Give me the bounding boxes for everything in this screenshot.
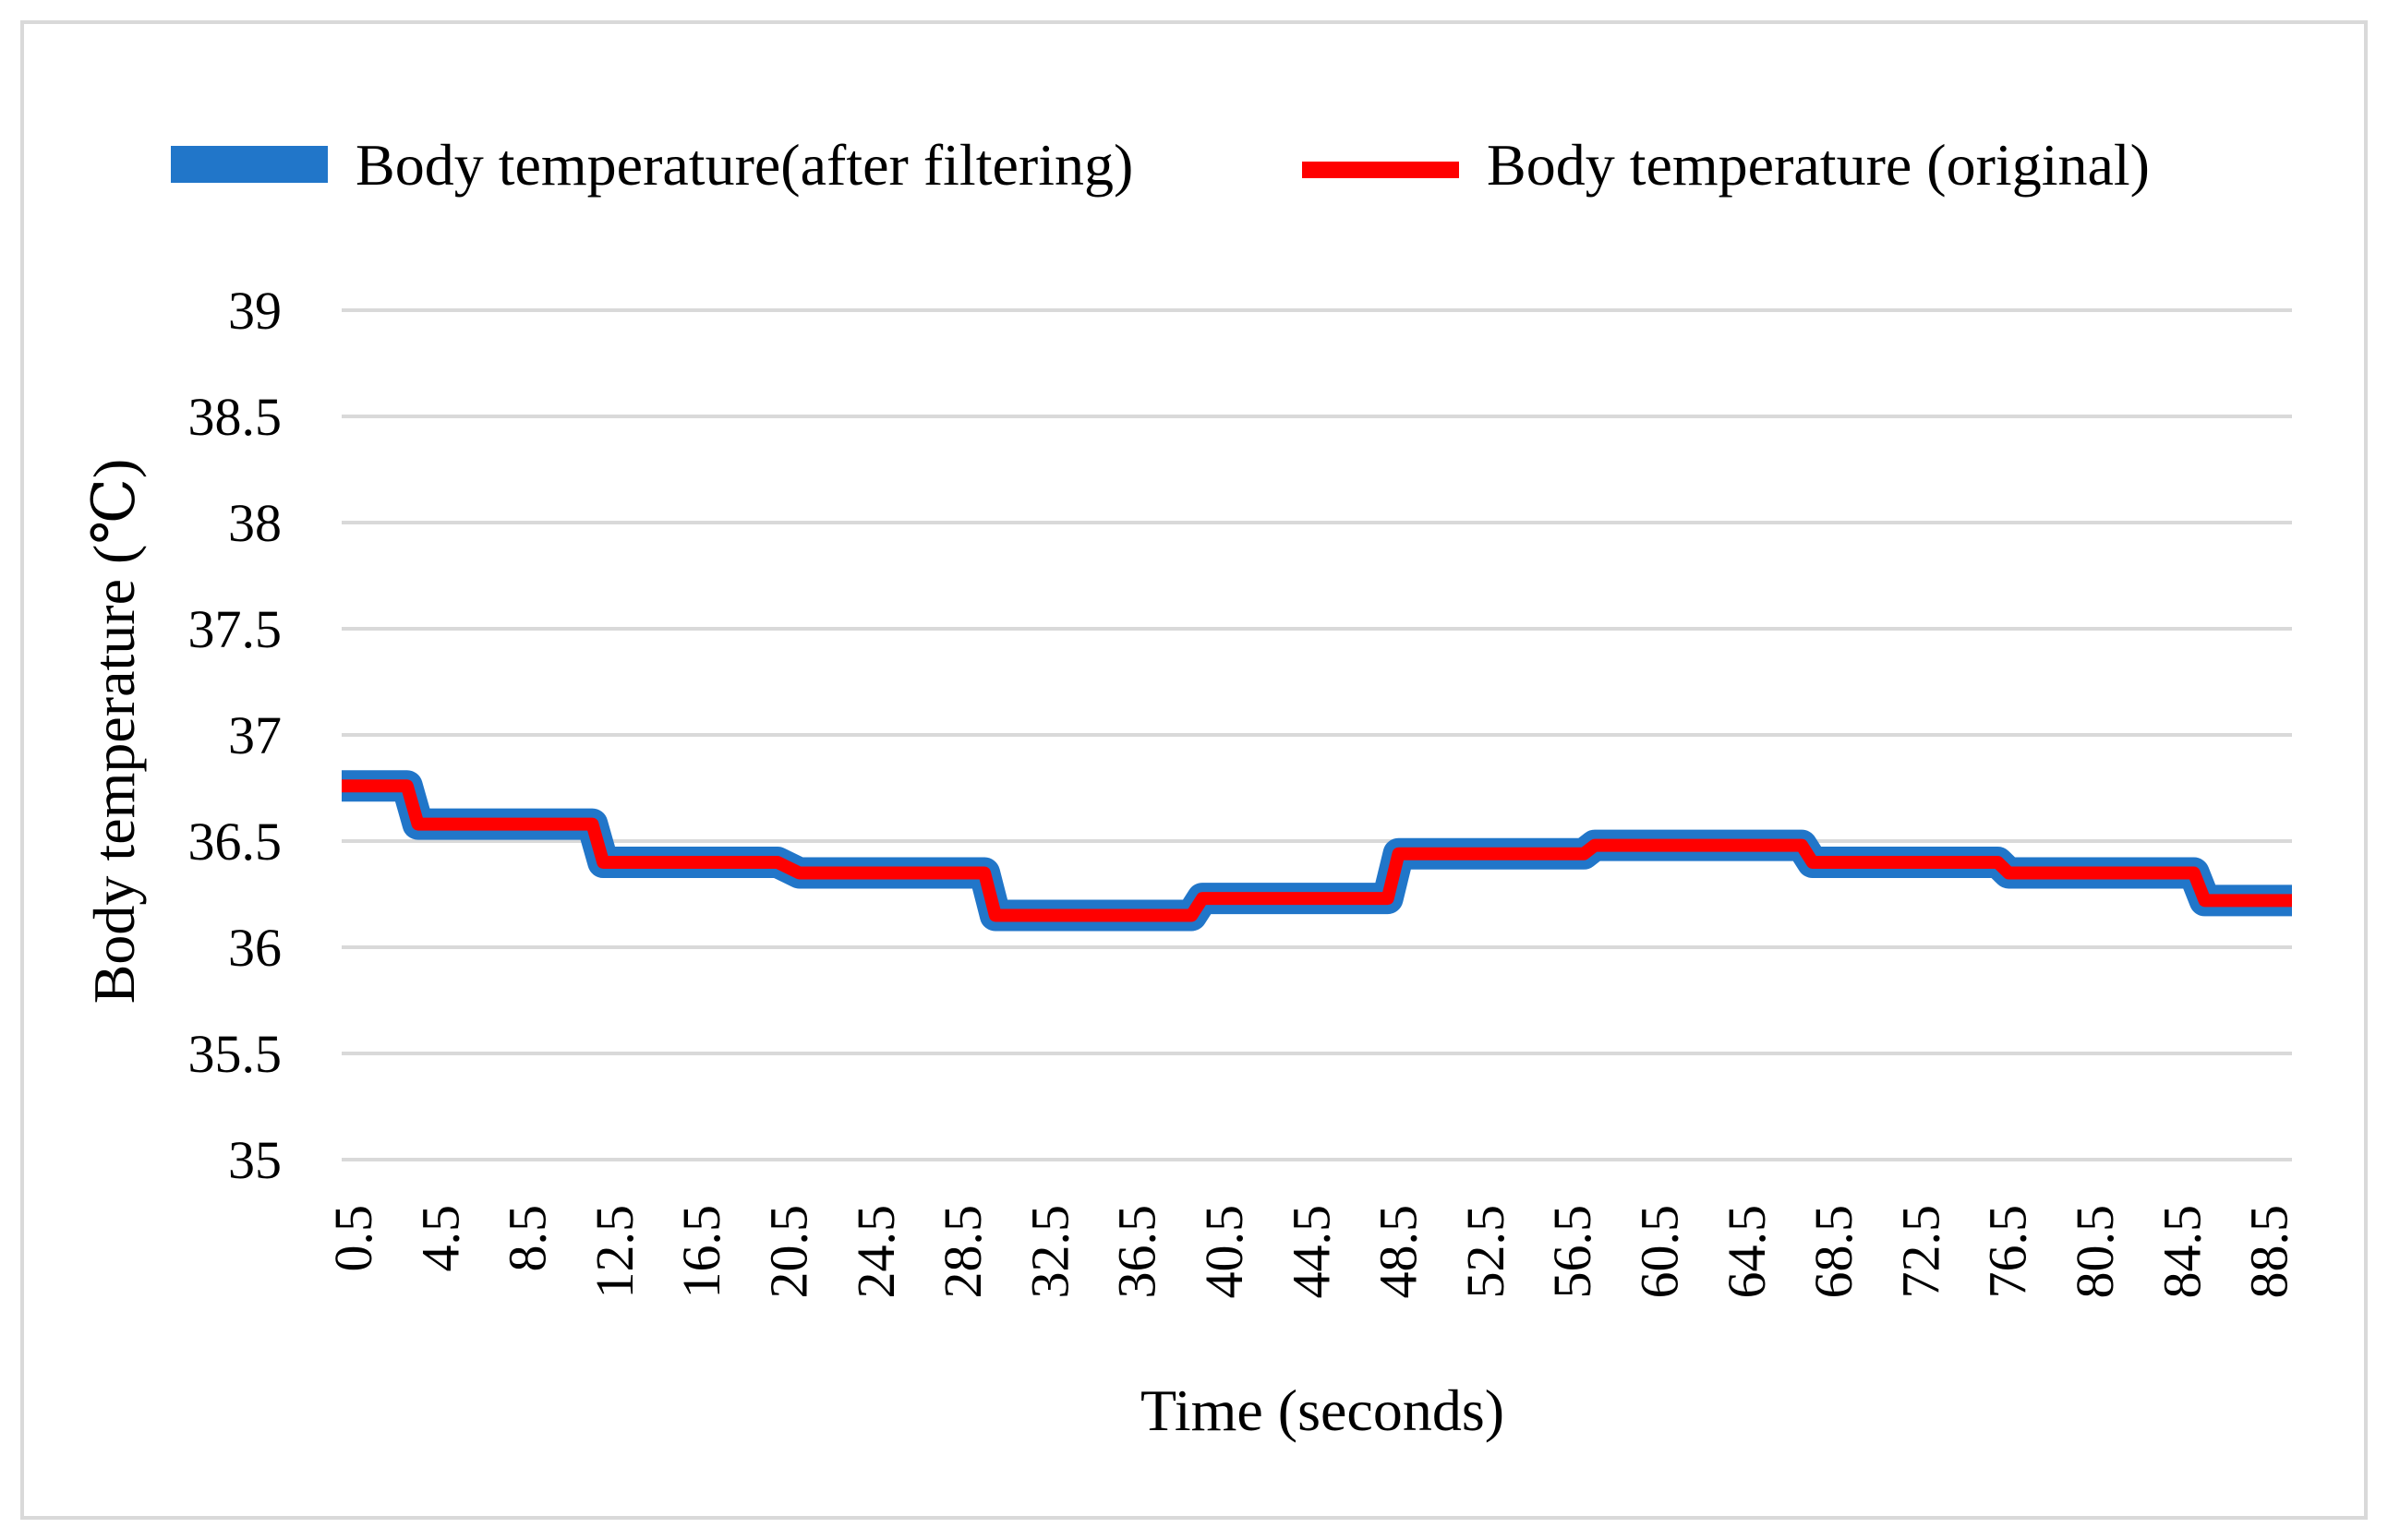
x-tick-label: 0.5 [323,1205,383,1272]
x-tick-label: 60.5 [1630,1205,1690,1299]
x-tick-label: 32.5 [1019,1205,1079,1299]
x-tick-label: 84.5 [2152,1205,2212,1299]
y-tick-label: 38 [228,493,282,553]
x-tick-label: 68.5 [1803,1205,1863,1299]
x-tick-label: 20.5 [759,1205,819,1299]
y-tick-label: 38.5 [188,387,283,447]
x-tick-label: 72.5 [1890,1205,1950,1299]
y-tick-label: 36.5 [188,812,283,872]
series-line-original [342,779,2292,922]
legend-label-original: Body temperature (original) [1487,132,2150,198]
y-tick-label: 37 [228,705,282,765]
series-lines [342,770,2292,932]
x-tick-label: 52.5 [1455,1205,1515,1299]
y-tick-label: 39 [228,281,282,341]
x-tick-label: 56.5 [1542,1205,1602,1299]
x-tick-label: 8.5 [498,1205,558,1272]
y-tick-label: 35.5 [188,1024,283,1084]
x-tick-label: 40.5 [1194,1205,1254,1299]
x-tick-label: 64.5 [1717,1205,1777,1299]
x-tick-label: 28.5 [933,1205,993,1299]
x-tick-label: 24.5 [846,1205,906,1299]
x-tick-label: 76.5 [1978,1205,2038,1299]
x-tick-label: 12.5 [585,1205,645,1299]
y-axis-title: Body temperature (℃) [81,459,147,1005]
legend-label-filtered: Body temperature(after filtering) [356,132,1133,198]
x-tick-label: 4.5 [410,1205,470,1272]
chart-frame [20,20,2368,1520]
x-tick-label: 88.5 [2239,1205,2299,1299]
y-axis-tick-labels: 35 35.5 36 36.5 37 37.5 38 38.5 39 [188,281,283,1190]
x-axis-tick-labels: 0.5 4.5 8.5 12.5 16.5 20.5 24.5 28.5 32.5 36.5 40.… [323,1205,2299,1299]
y-tick-label: 36 [228,918,282,978]
y-tick-label: 37.5 [188,599,283,659]
x-tick-label: 16.5 [671,1205,731,1299]
y-tick-label: 35 [228,1130,282,1190]
x-tick-label: 44.5 [1281,1205,1341,1299]
x-tick-label: 36.5 [1107,1205,1167,1299]
x-tick-label: 80.5 [2065,1205,2125,1299]
x-tick-label: 48.5 [1369,1205,1429,1299]
gridlines [342,308,2292,1161]
legend: Body temperature(after filtering) Body t… [171,132,2150,198]
x-axis-title: Time (seconds) [1140,1378,1504,1443]
